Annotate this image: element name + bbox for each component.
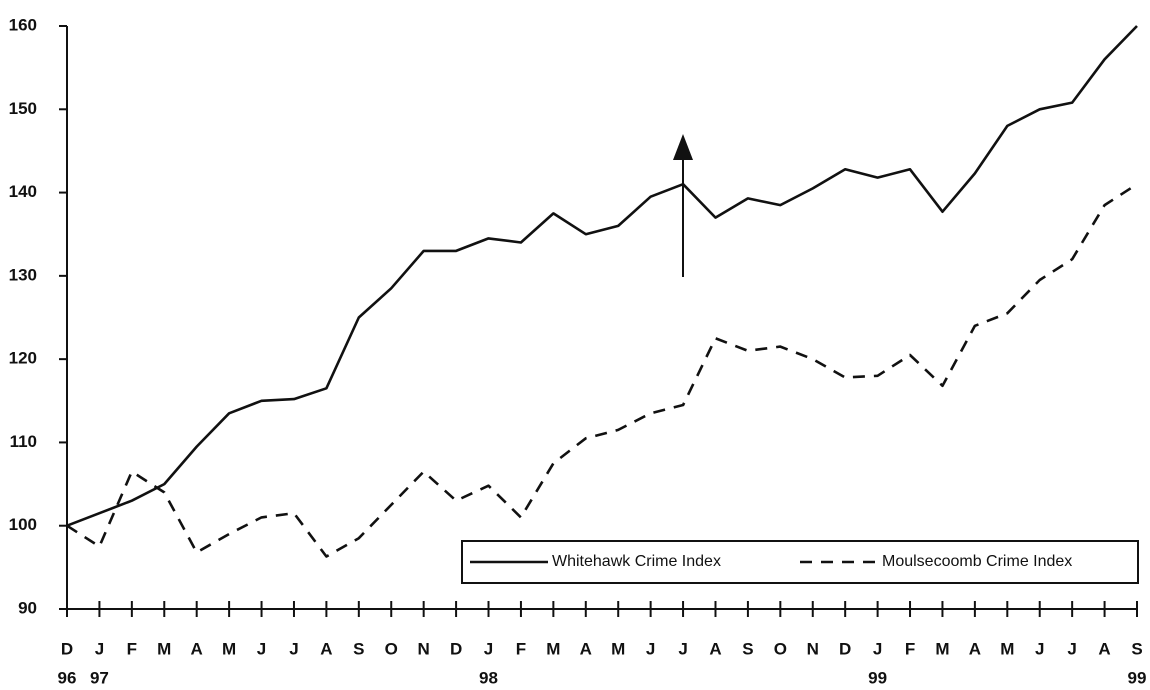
series-line bbox=[66, 25, 1138, 527]
x-tick-label: J bbox=[646, 639, 655, 658]
legend-label: Moulsecoomb Crime Index bbox=[882, 553, 1072, 570]
y-tick-label: 140 bbox=[9, 182, 37, 201]
y-tick-label: 130 bbox=[9, 265, 37, 284]
x-tick-label: A bbox=[580, 639, 592, 658]
x-tick-label: F bbox=[905, 639, 915, 658]
x-year-label: 99 bbox=[868, 668, 887, 687]
y-tick-label: 120 bbox=[9, 349, 37, 368]
x-tick-label: J bbox=[484, 639, 493, 658]
x-tick-label: A bbox=[320, 639, 332, 658]
x-tick-label: J bbox=[1035, 639, 1044, 658]
legend: Whitehawk Crime Index Moulsecoomb Crime I… bbox=[461, 540, 1139, 584]
x-tick-label: M bbox=[546, 639, 560, 658]
x-tick-label: J bbox=[257, 639, 266, 658]
annotation-arrow bbox=[673, 134, 693, 277]
x-tick-label: F bbox=[127, 639, 137, 658]
arrow-head bbox=[673, 134, 693, 160]
x-tick-label: N bbox=[807, 639, 819, 658]
x-year-label: 99 bbox=[1128, 668, 1147, 687]
x-tick-label: O bbox=[774, 639, 787, 658]
x-tick-label: A bbox=[191, 639, 203, 658]
x-tick-label: J bbox=[1067, 639, 1076, 658]
x-tick-label: D bbox=[61, 639, 73, 658]
x-tick-label: D bbox=[839, 639, 851, 658]
y-tick-label: 110 bbox=[10, 432, 37, 451]
x-tick-label: J bbox=[95, 639, 104, 658]
x-tick-label: S bbox=[353, 639, 364, 658]
x-year-label: 96 bbox=[58, 668, 77, 687]
x-tick-label: J bbox=[289, 639, 298, 658]
x-year-label: 98 bbox=[479, 668, 498, 687]
x-tick-label: S bbox=[1131, 639, 1142, 658]
series-line bbox=[66, 183, 1138, 558]
x-tick-label: J bbox=[678, 639, 687, 658]
x-tick-label: A bbox=[969, 639, 981, 658]
x-tick-label: M bbox=[157, 639, 171, 658]
x-tick-label: A bbox=[709, 639, 721, 658]
x-tick-label: M bbox=[222, 639, 236, 658]
x-tick-label: D bbox=[450, 639, 462, 658]
x-tick-label: M bbox=[935, 639, 949, 658]
legend-label: Whitehawk Crime Index bbox=[552, 553, 721, 570]
x-tick-label: M bbox=[1000, 639, 1014, 658]
x-tick-label: N bbox=[418, 639, 430, 658]
x-tick-label: M bbox=[611, 639, 625, 658]
y-tick-label: 100 bbox=[9, 515, 37, 534]
x-tick-label: F bbox=[516, 639, 526, 658]
x-year-label: 97 bbox=[90, 668, 109, 687]
y-tick-label: 160 bbox=[9, 15, 37, 34]
x-tick-label: A bbox=[1098, 639, 1110, 658]
y-tick-label: 90 bbox=[18, 598, 37, 617]
y-tick-label: 150 bbox=[9, 99, 37, 118]
x-tick-label: O bbox=[385, 639, 398, 658]
x-tick-label: S bbox=[742, 639, 753, 658]
x-tick-label: J bbox=[873, 639, 882, 658]
